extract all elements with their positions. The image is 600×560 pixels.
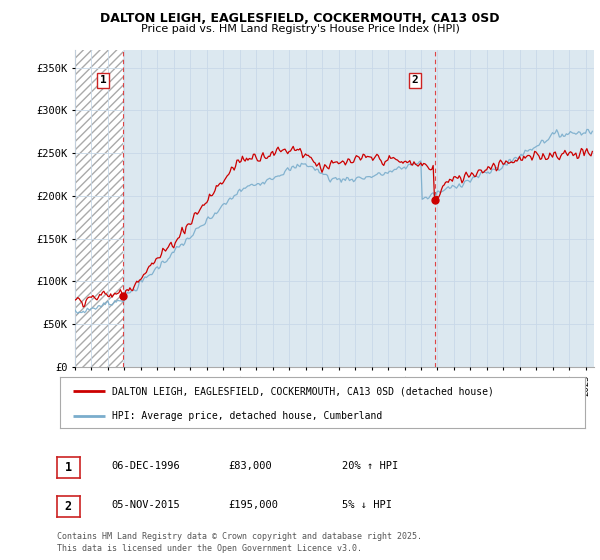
Text: HPI: Average price, detached house, Cumberland: HPI: Average price, detached house, Cumb…: [113, 411, 383, 421]
Text: Contains HM Land Registry data © Crown copyright and database right 2025.
This d: Contains HM Land Registry data © Crown c…: [57, 533, 422, 553]
Text: 1: 1: [100, 76, 107, 85]
Text: 5% ↓ HPI: 5% ↓ HPI: [342, 500, 392, 510]
Text: 1: 1: [65, 461, 72, 474]
Text: 05-NOV-2015: 05-NOV-2015: [111, 500, 180, 510]
Text: DALTON LEIGH, EAGLESFIELD, COCKERMOUTH, CA13 0SD (detached house): DALTON LEIGH, EAGLESFIELD, COCKERMOUTH, …: [113, 386, 494, 396]
Text: £83,000: £83,000: [228, 461, 272, 471]
Text: £195,000: £195,000: [228, 500, 278, 510]
Text: 20% ↑ HPI: 20% ↑ HPI: [342, 461, 398, 471]
Text: 2: 2: [65, 500, 72, 514]
Text: DALTON LEIGH, EAGLESFIELD, COCKERMOUTH, CA13 0SD: DALTON LEIGH, EAGLESFIELD, COCKERMOUTH, …: [100, 12, 500, 25]
Text: Price paid vs. HM Land Registry's House Price Index (HPI): Price paid vs. HM Land Registry's House …: [140, 24, 460, 34]
Text: 06-DEC-1996: 06-DEC-1996: [111, 461, 180, 471]
Text: 2: 2: [412, 76, 418, 85]
Bar: [75, 50, 123, 367]
